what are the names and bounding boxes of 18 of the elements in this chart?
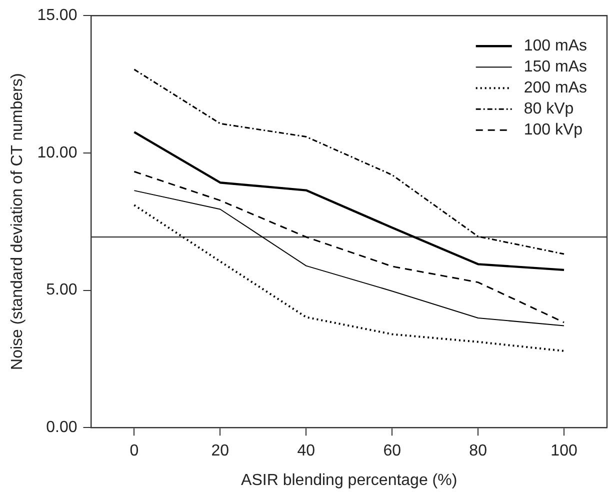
x-tick-label: 60 [383,442,402,460]
y-tick-label: 15.00 [37,7,78,24]
x-tick-label: 100 [550,442,578,460]
x-tick-label: 40 [297,442,316,460]
legend-label: 100 kVp [524,122,583,139]
legend-label: 150 mAs [524,58,587,76]
legend-label: 80 kVp [524,100,574,118]
x-axis-title: ASIR blending percentage (%) [241,472,458,489]
y-tick-label: 5.00 [46,282,78,299]
legend-label: 200 mAs [524,80,587,97]
y-axis-title: Noise (standard deviation of CT numbers) [9,73,26,370]
x-tick-label: 0 [130,442,139,460]
y-tick-label: 10.00 [37,144,78,162]
x-tick-label: 20 [211,442,230,460]
y-tick-label: 0.00 [46,419,78,436]
legend-label: 100 mAs [524,38,587,55]
x-tick-label: 80 [469,442,488,460]
line-series [133,204,566,352]
